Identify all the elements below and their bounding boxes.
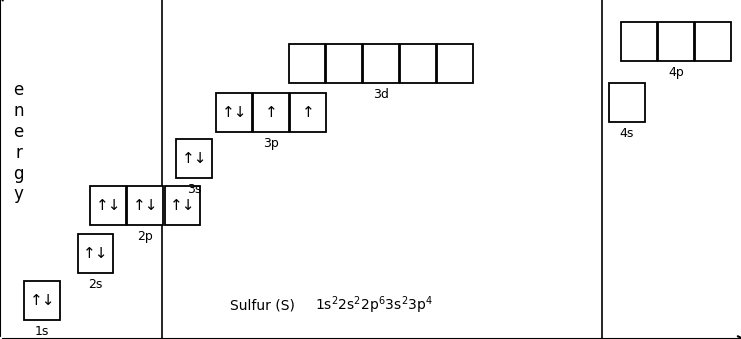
Bar: [24, 281, 60, 320]
Text: ↑↓: ↑↓: [30, 293, 55, 308]
Text: 1s: 1s: [35, 325, 50, 338]
Bar: [289, 44, 325, 83]
Text: ↑↓: ↑↓: [96, 198, 121, 214]
Bar: [216, 93, 252, 132]
Text: 3d: 3d: [373, 88, 389, 101]
Bar: [363, 44, 399, 83]
Text: 4p: 4p: [668, 66, 684, 79]
Text: ↑↓: ↑↓: [133, 198, 158, 214]
Bar: [400, 44, 436, 83]
Text: Sulfur (S): Sulfur (S): [230, 298, 295, 312]
Text: 1s$^2$2s$^2$2p$^6$3s$^2$3p$^4$: 1s$^2$2s$^2$2p$^6$3s$^2$3p$^4$: [315, 294, 433, 316]
Bar: [78, 234, 113, 273]
Text: ↑↓: ↑↓: [83, 246, 108, 261]
Bar: [658, 22, 694, 61]
Bar: [290, 93, 326, 132]
Bar: [127, 186, 163, 225]
Text: ↑: ↑: [265, 105, 278, 120]
Text: 2p: 2p: [137, 230, 153, 243]
Bar: [695, 22, 731, 61]
Bar: [176, 139, 212, 178]
Text: 3s: 3s: [187, 183, 202, 196]
Bar: [609, 83, 645, 122]
Bar: [90, 186, 126, 225]
Bar: [437, 44, 473, 83]
Text: 3p: 3p: [263, 137, 279, 150]
Text: ↑↓: ↑↓: [222, 105, 247, 120]
Text: ↑↓: ↑↓: [170, 198, 195, 214]
Text: e
n
e
r
g
y: e n e r g y: [13, 81, 24, 203]
Text: ↑: ↑: [302, 105, 315, 120]
Bar: [253, 93, 289, 132]
Bar: [165, 186, 200, 225]
Bar: [326, 44, 362, 83]
Text: ↑↓: ↑↓: [182, 151, 207, 166]
Text: 2s: 2s: [88, 278, 103, 291]
Text: 4s: 4s: [619, 127, 634, 140]
Bar: [621, 22, 657, 61]
